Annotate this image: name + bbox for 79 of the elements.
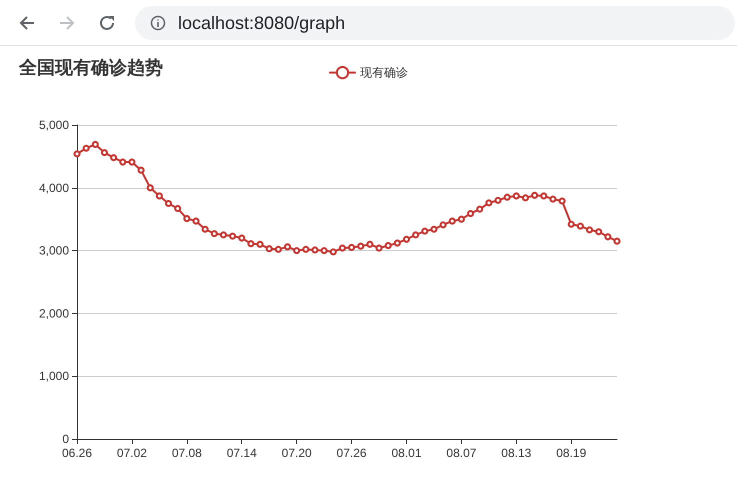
point (174, 205, 182, 212)
point (348, 244, 356, 251)
y-tick-label: 2,000 (38, 306, 70, 320)
point (220, 231, 227, 238)
x-tick-label: 06.26 (62, 446, 92, 460)
point (357, 242, 364, 250)
point (522, 194, 529, 202)
point (421, 228, 428, 235)
x-tick-label: 08.13 (501, 446, 532, 460)
point (576, 222, 584, 230)
point (293, 247, 300, 254)
point (311, 246, 318, 254)
point (394, 240, 401, 247)
point (202, 226, 209, 233)
text: localhost:8080/graph (178, 13, 346, 34)
point (128, 158, 136, 166)
point (494, 196, 502, 204)
point (604, 233, 612, 240)
point (558, 197, 566, 204)
point (402, 236, 410, 243)
point (330, 248, 337, 256)
point (183, 215, 190, 222)
point (82, 144, 90, 152)
point (100, 149, 108, 156)
point (586, 226, 594, 234)
point (549, 196, 556, 203)
point (74, 150, 80, 158)
point (165, 200, 172, 207)
point (568, 220, 575, 228)
point (302, 246, 310, 253)
point (92, 140, 99, 148)
point (595, 228, 602, 236)
chart-title: 全国现有确诊趋势 (18, 58, 163, 78)
y-tick-label: 5,000 (38, 118, 70, 132)
point (338, 244, 346, 252)
point (192, 218, 200, 225)
point (512, 192, 520, 200)
point (110, 154, 118, 162)
point (384, 242, 392, 250)
point (448, 218, 456, 225)
point (284, 243, 292, 250)
point (504, 194, 511, 201)
x-tick-label: 08.19 (556, 446, 587, 460)
point (614, 238, 620, 245)
point (274, 246, 282, 253)
x-tick-label: 07.26 (336, 446, 367, 460)
point (146, 184, 154, 192)
point (430, 226, 438, 233)
point (440, 221, 447, 228)
x-tick-label: 07.08 (172, 446, 202, 460)
y-tick-label: 4,000 (38, 180, 70, 195)
y-tick-label: 0 (62, 432, 70, 446)
x-tick-label: 08.07 (446, 446, 477, 460)
point (540, 192, 548, 200)
point (210, 230, 218, 238)
point (119, 158, 126, 166)
point (412, 231, 420, 238)
point (376, 244, 383, 252)
y-tick-label: 3,000 (38, 244, 70, 258)
point (156, 192, 163, 200)
point (320, 247, 328, 254)
y-tick-label: 1,000 (38, 369, 70, 384)
point (229, 232, 236, 240)
point (138, 166, 145, 174)
x-tick-label: 08.01 (391, 446, 422, 460)
point (467, 210, 474, 218)
point (247, 240, 254, 248)
x-tick-label: 07.20 (282, 446, 312, 460)
point (266, 245, 273, 252)
point (458, 216, 465, 223)
point (476, 206, 484, 213)
point (238, 234, 246, 242)
x-tick-label: 07.14 (226, 446, 258, 460)
point (256, 240, 264, 248)
point (485, 199, 492, 206)
x-tick-label: 07.02 (116, 446, 148, 460)
legend-label: 现有确诊 (360, 66, 408, 80)
point (531, 192, 538, 199)
point (366, 240, 374, 248)
